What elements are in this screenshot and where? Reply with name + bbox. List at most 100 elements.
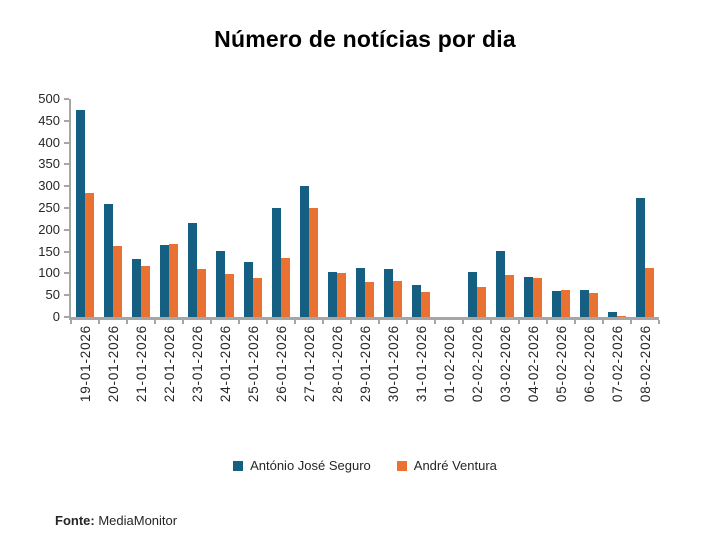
x-axis-tick [406,320,408,324]
x-axis-tick [322,320,324,324]
x-axis-label: 08-02-2026 [637,325,653,403]
bar-andre-ventura [337,273,346,317]
y-axis-label: 450 [38,112,60,128]
bar-andre-ventura [281,258,290,317]
bar-andre-ventura [113,246,122,317]
bar-andre-ventura [309,208,318,317]
y-axis-tick [64,98,69,100]
x-axis-tick [658,320,660,324]
legend-item: António José Seguro [233,458,371,473]
x-axis-tick [294,320,296,324]
y-axis-line [69,99,71,317]
x-axis-label: 25-01-2026 [245,325,261,403]
bar-andre-ventura [533,278,542,317]
bar-andre-ventura [365,282,374,317]
y-axis-tick [64,119,69,122]
y-axis-tick [64,207,69,209]
y-axis-label: 250 [38,200,60,215]
source-value: MediaMonitor [94,513,178,528]
y-axis-tick [64,228,69,231]
legend-swatch-icon [233,460,244,471]
bar-antonio-jose-seguro [468,272,477,317]
bar-antonio-jose-seguro [608,312,617,317]
bar-antonio-jose-seguro [412,285,421,317]
legend-label: André Ventura [413,458,497,473]
x-axis-tick [238,320,240,324]
bar-andre-ventura [561,290,570,317]
bar-antonio-jose-seguro [160,245,169,317]
x-axis-label: 23-01-2026 [189,325,205,403]
bar-andre-ventura [421,292,430,317]
y-axis-tick [64,272,69,275]
bar-andre-ventura [197,269,206,317]
x-axis-tick [490,320,492,324]
x-axis-label: 05-02-2026 [553,325,569,403]
x-axis-label: 21-01-2026 [133,325,149,403]
x-axis-tick [350,320,352,324]
x-axis-label: 22-01-2026 [161,325,177,403]
bar-antonio-jose-seguro [580,290,589,317]
chart-title: Número de notícias por dia [214,26,516,52]
bar-antonio-jose-seguro [524,277,533,317]
bar-antonio-jose-seguro [132,259,141,317]
x-axis-tick [266,320,268,324]
x-axis-tick [518,320,520,324]
legend-swatch-icon [396,460,407,471]
y-axis-label: 50 [45,287,60,303]
source-note: Fonte: MediaMonitor [55,513,177,528]
bar-andre-ventura [645,268,654,317]
y-axis-label: 300 [38,178,60,194]
x-axis-tick [602,320,604,324]
bar-antonio-jose-seguro [244,262,253,317]
y-axis-label: 0 [52,309,60,324]
x-axis-tick [126,320,128,324]
bar-antonio-jose-seguro [328,272,337,317]
x-axis-label: 01-02-2026 [441,325,457,403]
bar-andre-ventura [617,316,626,317]
bar-antonio-jose-seguro [272,208,281,317]
x-axis-label: 20-01-2026 [105,325,121,403]
bar-andre-ventura [477,287,486,317]
x-axis-tick [378,320,380,324]
bar-antonio-jose-seguro [552,291,561,317]
bar-andre-ventura [85,193,94,317]
legend-label: António José Seguro [250,458,371,473]
bar-antonio-jose-seguro [636,198,645,317]
x-axis-tick [630,320,632,324]
bar-andre-ventura [141,266,150,317]
x-axis-tick [574,320,576,324]
x-axis-tick [546,320,548,324]
source-label: Fonte: [55,513,95,528]
bar-antonio-jose-seguro [384,269,393,317]
bar-antonio-jose-seguro [216,251,225,317]
bar-andre-ventura [225,274,234,317]
y-axis-label: 150 [38,243,60,259]
x-axis-label: 31-01-2026 [413,325,429,403]
y-axis-tick [64,141,69,144]
y-axis-tick [64,294,69,297]
x-axis-tick [70,320,72,324]
x-axis-tick [154,320,156,324]
y-axis-label: 500 [38,91,60,106]
legend: António José Seguro André Ventura [71,458,659,473]
bar-antonio-jose-seguro [496,251,505,317]
x-axis-label: 04-02-2026 [525,325,541,403]
x-axis-tick [462,320,464,324]
x-axis-label: 28-01-2026 [329,325,345,403]
x-axis-label: 24-01-2026 [217,325,233,403]
x-axis-label: 26-01-2026 [273,325,289,403]
x-axis-label: 19-01-2026 [77,325,93,403]
x-axis-label: 29-01-2026 [357,325,373,403]
bar-andre-ventura [393,281,402,317]
y-axis-label: 350 [38,156,60,172]
bar-antonio-jose-seguro [104,204,113,317]
y-axis-tick [64,185,69,188]
bar-andre-ventura [505,275,514,317]
bar-andre-ventura [589,293,598,317]
x-axis-tick [434,320,436,324]
x-axis-label: 07-02-2026 [609,325,625,403]
bar-andre-ventura [169,244,178,317]
y-axis-label: 400 [38,134,60,150]
